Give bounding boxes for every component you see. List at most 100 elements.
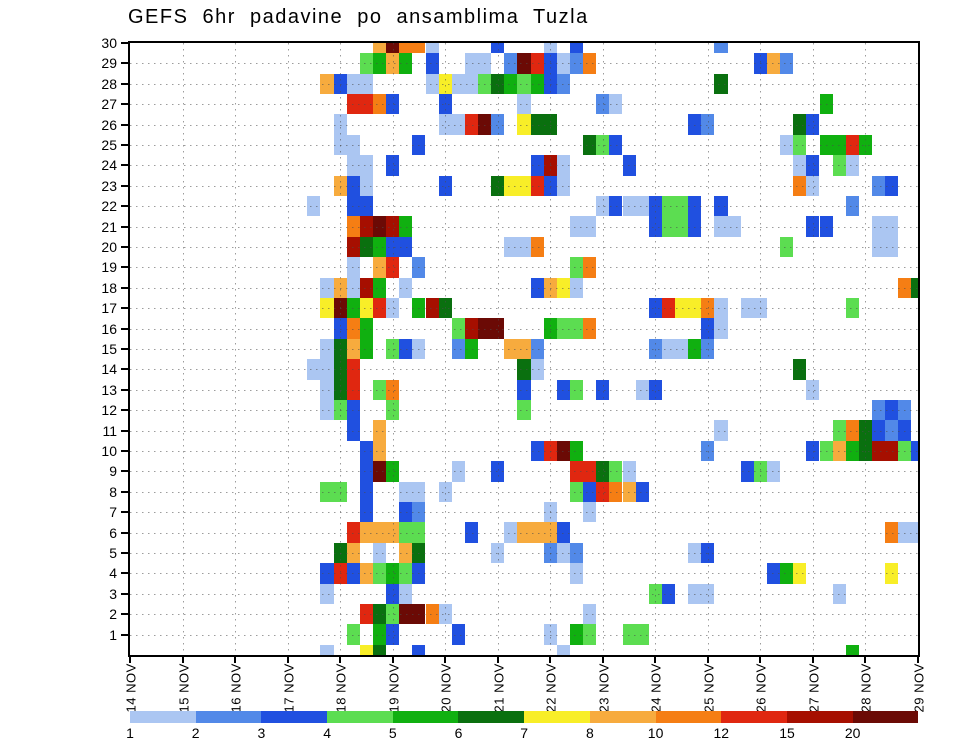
heatmap-cell (806, 216, 820, 237)
heatmap-cell (438, 481, 452, 502)
heatmap-cell (701, 318, 715, 339)
heatmap-cell (701, 338, 715, 360)
x-tick (234, 655, 237, 663)
heatmap-cell (675, 338, 689, 360)
heatmap-cell (806, 155, 820, 176)
heatmap-cell (438, 175, 452, 196)
heatmap-cell (806, 175, 820, 196)
heatmap-cell (372, 604, 387, 625)
y-tick-label: 27 (101, 96, 117, 113)
y-tick (121, 266, 130, 269)
heatmap-cell (609, 134, 623, 156)
heatmap-cell (346, 175, 360, 196)
y-tick (121, 42, 130, 44)
heatmap-cell (780, 563, 794, 584)
heatmap-cell (425, 43, 439, 54)
heatmap-cell (478, 73, 492, 94)
colorbar-segment (261, 711, 328, 723)
heatmap-cell (359, 277, 373, 298)
heatmap-cell (845, 440, 859, 462)
heatmap-cell (372, 420, 387, 441)
heatmap-cell (491, 114, 505, 135)
heatmap-cell (530, 440, 544, 462)
x-tick (181, 655, 184, 663)
heatmap-cell (583, 624, 597, 645)
heatmap-cell (648, 338, 662, 360)
x-tick-label: 27 NOV (806, 663, 822, 713)
heatmap-cell (478, 53, 492, 74)
heatmap-cell (753, 298, 767, 319)
heatmap-cell (898, 522, 912, 543)
y-tick-label: 28 (101, 75, 117, 92)
heatmap-cell (635, 624, 649, 645)
heatmap-cell (793, 155, 807, 176)
heatmap-cell (320, 298, 334, 319)
heatmap-cell (451, 624, 465, 645)
y-tick (121, 246, 130, 248)
heatmap-cell (359, 461, 373, 482)
heatmap-cell (661, 583, 676, 604)
heatmap-cell (675, 298, 689, 319)
heatmap-cell (386, 461, 400, 482)
heatmap-cell (543, 53, 557, 74)
heatmap-cell (399, 522, 413, 543)
colorbar-segment (392, 711, 459, 723)
y-tick-label: 1 (109, 626, 117, 643)
heatmap-cell (701, 298, 715, 319)
heatmap-cell (845, 196, 859, 217)
heatmap-cell (438, 114, 452, 135)
heatmap-cell (359, 338, 373, 360)
heatmap-cell (320, 400, 334, 421)
heatmap-cell (609, 481, 623, 502)
heatmap-cell (661, 338, 676, 360)
heatmap-cell (372, 43, 387, 54)
heatmap-cell (359, 73, 373, 94)
y-tick (121, 531, 130, 534)
heatmap-cell (806, 114, 820, 135)
colorbar-segment (458, 711, 525, 723)
heatmap-cell (688, 583, 702, 604)
y-tick-label: 5 (109, 545, 117, 561)
heatmap-cell (596, 94, 610, 115)
heatmap-cell (596, 134, 610, 156)
heatmap-cell (451, 114, 465, 135)
heatmap-cell (569, 461, 584, 482)
heatmap-cell (858, 134, 873, 156)
y-tick-label: 2 (109, 606, 117, 623)
y-tick-label: 20 (101, 239, 117, 255)
colorbar-segment (786, 711, 853, 723)
x-tick-label: 19 NOV (386, 663, 402, 713)
heatmap-cell (701, 114, 715, 135)
heatmap-cell (872, 175, 886, 196)
y-tick-label: 15 (101, 341, 117, 357)
heatmap-cell (530, 73, 544, 94)
heatmap-cell (372, 644, 387, 655)
y-tick-label: 24 (101, 157, 117, 174)
y-tick (121, 205, 130, 208)
heatmap-cell (320, 277, 334, 298)
heatmap-cell (714, 73, 728, 94)
heatmap-cell (386, 53, 400, 74)
y-tick-label: 7 (109, 504, 117, 521)
heatmap-cell (333, 400, 347, 421)
heatmap-cell (753, 461, 767, 482)
heatmap-cell (346, 155, 360, 176)
y-tick-label: 19 (101, 259, 117, 276)
heatmap-cell (569, 257, 584, 278)
heatmap-cell (346, 400, 360, 421)
x-tick-label: 25 NOV (701, 663, 717, 713)
x-tick (654, 655, 657, 663)
heatmap-cell (780, 53, 794, 74)
heatmap-cell (346, 359, 360, 380)
heatmap-cell (780, 134, 794, 156)
heatmap-cell (635, 379, 649, 400)
heatmap-cell (885, 400, 899, 421)
colorbar-segment (852, 711, 919, 723)
heatmap-cell (372, 624, 387, 645)
heatmap-cell (399, 502, 413, 523)
heatmap-cell (399, 277, 413, 298)
heatmap-cell (688, 542, 702, 564)
heatmap-cell (359, 216, 373, 237)
heatmap-cell (333, 379, 347, 400)
